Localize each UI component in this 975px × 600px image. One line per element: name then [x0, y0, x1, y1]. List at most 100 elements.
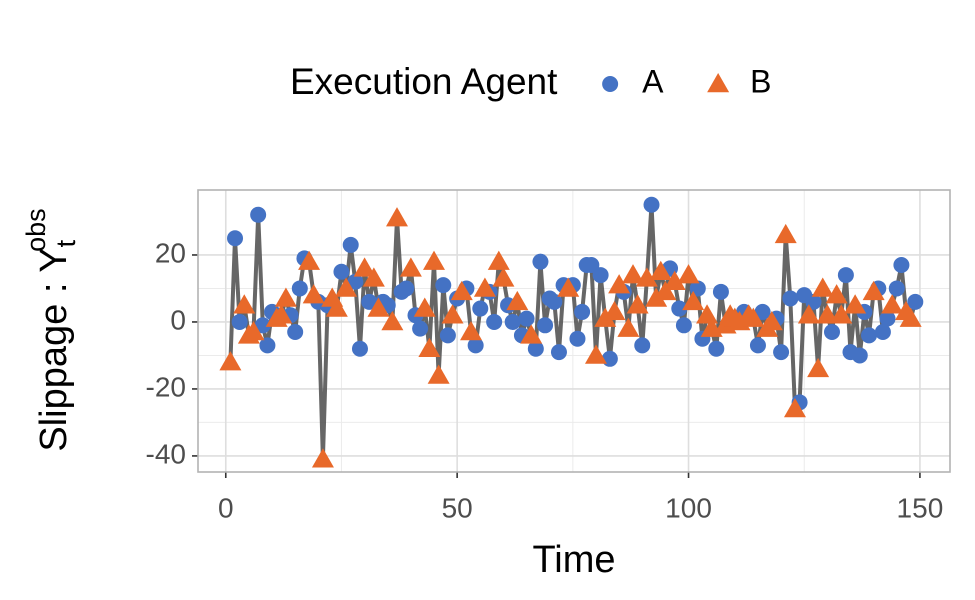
point: [603, 300, 626, 321]
point: [782, 290, 799, 307]
point: [353, 257, 376, 277]
point: [302, 284, 325, 304]
point: [830, 304, 853, 324]
point: [259, 337, 276, 354]
point: [654, 280, 677, 301]
point: [844, 294, 867, 314]
point: [242, 321, 265, 341]
point: [527, 340, 544, 357]
point: [413, 297, 436, 317]
point: [773, 344, 790, 361]
point: [583, 257, 600, 274]
point: [807, 357, 830, 378]
point: [677, 264, 700, 284]
point: [696, 304, 719, 324]
point: [439, 327, 456, 344]
point: [473, 277, 496, 297]
point: [881, 294, 904, 314]
point: [270, 304, 293, 324]
point: [888, 280, 905, 297]
y-axis-label: Slippage : Ytobs: [21, 208, 81, 451]
point: [518, 310, 535, 327]
point: [291, 280, 308, 297]
point: [797, 304, 820, 324]
point: [441, 304, 464, 324]
point: [774, 223, 797, 244]
point: [274, 287, 297, 307]
point: [231, 313, 248, 330]
legend-label: A: [642, 63, 664, 99]
point: [663, 270, 686, 291]
point: [487, 250, 510, 270]
point: [506, 290, 529, 311]
point: [649, 260, 672, 280]
point: [851, 347, 868, 364]
point: [233, 294, 256, 314]
point: [879, 310, 896, 327]
point: [399, 257, 422, 277]
legend-marker: [602, 76, 619, 92]
point: [634, 337, 651, 354]
point: [592, 267, 609, 284]
point: [492, 267, 515, 287]
point: [227, 230, 244, 247]
point: [622, 264, 645, 284]
point: [907, 293, 924, 310]
point: [472, 300, 489, 317]
point: [861, 327, 878, 344]
point: [754, 303, 771, 320]
y-axis-label-superscript: obs: [21, 208, 51, 252]
point: [742, 307, 765, 327]
y-tick-label: 20: [155, 237, 186, 268]
point: [862, 280, 885, 301]
point: [671, 300, 688, 317]
point: [467, 337, 484, 354]
point: [712, 283, 729, 300]
point: [254, 317, 271, 334]
point: [361, 293, 378, 310]
x-axis-label: Time: [532, 539, 615, 581]
y-axis-label-main: Slippage : Y: [33, 247, 75, 451]
point: [412, 320, 429, 337]
point: [311, 448, 334, 468]
point: [825, 284, 848, 304]
point: [643, 196, 660, 213]
point: [569, 330, 586, 347]
point: [601, 350, 618, 367]
y-axis-label-subscript: t: [51, 239, 81, 247]
point: [486, 313, 503, 330]
point: [816, 304, 839, 324]
point: [520, 324, 543, 344]
point: [219, 351, 242, 371]
point: [427, 364, 450, 384]
point: [823, 324, 840, 341]
point: [675, 317, 692, 334]
point: [783, 398, 806, 418]
point: [342, 236, 359, 253]
point: [617, 317, 640, 337]
point: [347, 273, 364, 290]
y-tick-label: 0: [170, 304, 186, 335]
point: [423, 250, 446, 270]
point: [682, 290, 705, 311]
y-tick-label: -20: [146, 371, 186, 402]
x-tick-label: 50: [442, 492, 473, 523]
point: [550, 344, 567, 361]
point: [298, 250, 321, 270]
point: [367, 297, 390, 317]
point: [381, 310, 404, 331]
point: [460, 321, 483, 341]
x-tick-label: 100: [665, 492, 712, 523]
panel-border: [197, 189, 951, 473]
point: [708, 340, 725, 357]
point: [435, 277, 452, 294]
point: [760, 310, 783, 331]
legend-title: Execution Agent: [290, 61, 558, 102]
point: [608, 274, 631, 294]
point: [635, 267, 658, 287]
point: [811, 277, 834, 297]
point: [351, 340, 368, 357]
legend-marker: [707, 73, 730, 93]
point: [874, 324, 891, 341]
